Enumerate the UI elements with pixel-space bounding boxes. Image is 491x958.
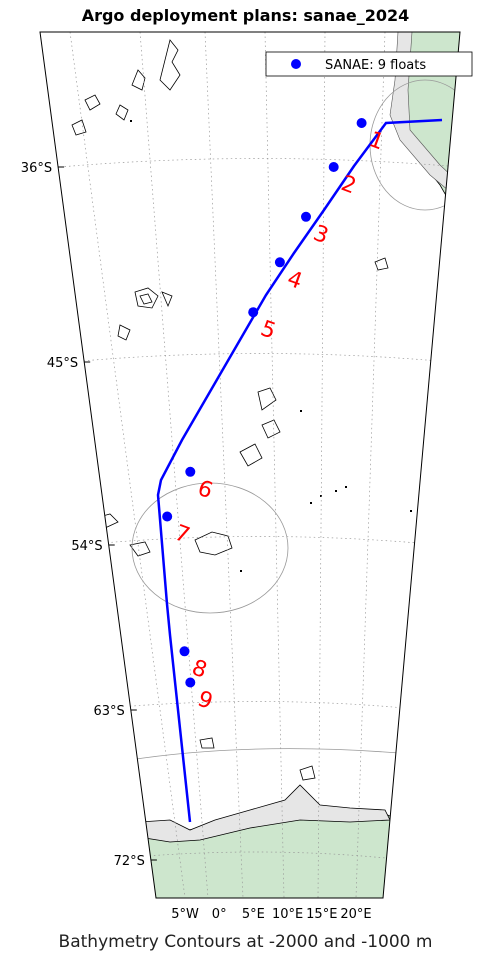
- float-label-2: 2: [338, 171, 360, 199]
- float-label-6: 6: [194, 476, 216, 504]
- float-label-7: 7: [171, 521, 193, 549]
- lon-tick-label: 20°E: [340, 907, 371, 922]
- lon-tick-label: 0°: [212, 907, 227, 922]
- float-label-9: 9: [194, 687, 216, 715]
- lon-grid: [70, 32, 385, 898]
- range-circle-south: [132, 483, 288, 613]
- lon-tick-label: 15°E: [306, 907, 337, 922]
- lat-tick-label: 72°S: [114, 854, 145, 869]
- lat-tick-label: 63°S: [94, 704, 125, 719]
- float-marker-2: [329, 162, 339, 172]
- float-marker-8: [180, 646, 190, 656]
- lat-tick-label: 36°S: [21, 161, 52, 176]
- float-marker-5: [248, 307, 258, 317]
- float-marker-6: [185, 467, 195, 477]
- lat-tick-label: 45°S: [47, 356, 78, 371]
- lon-tick-label: 10°E: [272, 907, 303, 922]
- lat-grid: [60, 159, 460, 861]
- lat-tick-labels: 36°S 45°S 54°S 63°S 72°S: [21, 161, 157, 869]
- lat-tick-label: 54°S: [71, 539, 102, 554]
- bathymetry-contours: [72, 40, 388, 780]
- float-label-4: 4: [284, 266, 306, 294]
- islets: [130, 120, 412, 572]
- bathymetry-caption: Bathymetry Contours at -2000 and -1000 m: [0, 932, 491, 952]
- float-marker-7: [162, 512, 172, 522]
- lon-tick-labels: 5°W 0° 5°E 10°E 15°E 20°E: [171, 907, 371, 922]
- ice-edge-line: [100, 749, 470, 765]
- float-marker-3: [301, 212, 311, 222]
- float-marker-1: [357, 118, 367, 128]
- lon-tick-label: 5°E: [242, 907, 265, 922]
- float-label-1: 1: [366, 127, 388, 155]
- float-marker-4: [275, 257, 285, 267]
- float-label-5: 5: [257, 316, 279, 344]
- legend-label: SANAE: 9 floats: [325, 58, 426, 73]
- float-marker-9: [185, 678, 195, 688]
- legend: SANAE: 9 floats: [266, 52, 472, 76]
- legend-marker: [291, 59, 301, 69]
- lon-tick-label: 5°W: [171, 907, 199, 922]
